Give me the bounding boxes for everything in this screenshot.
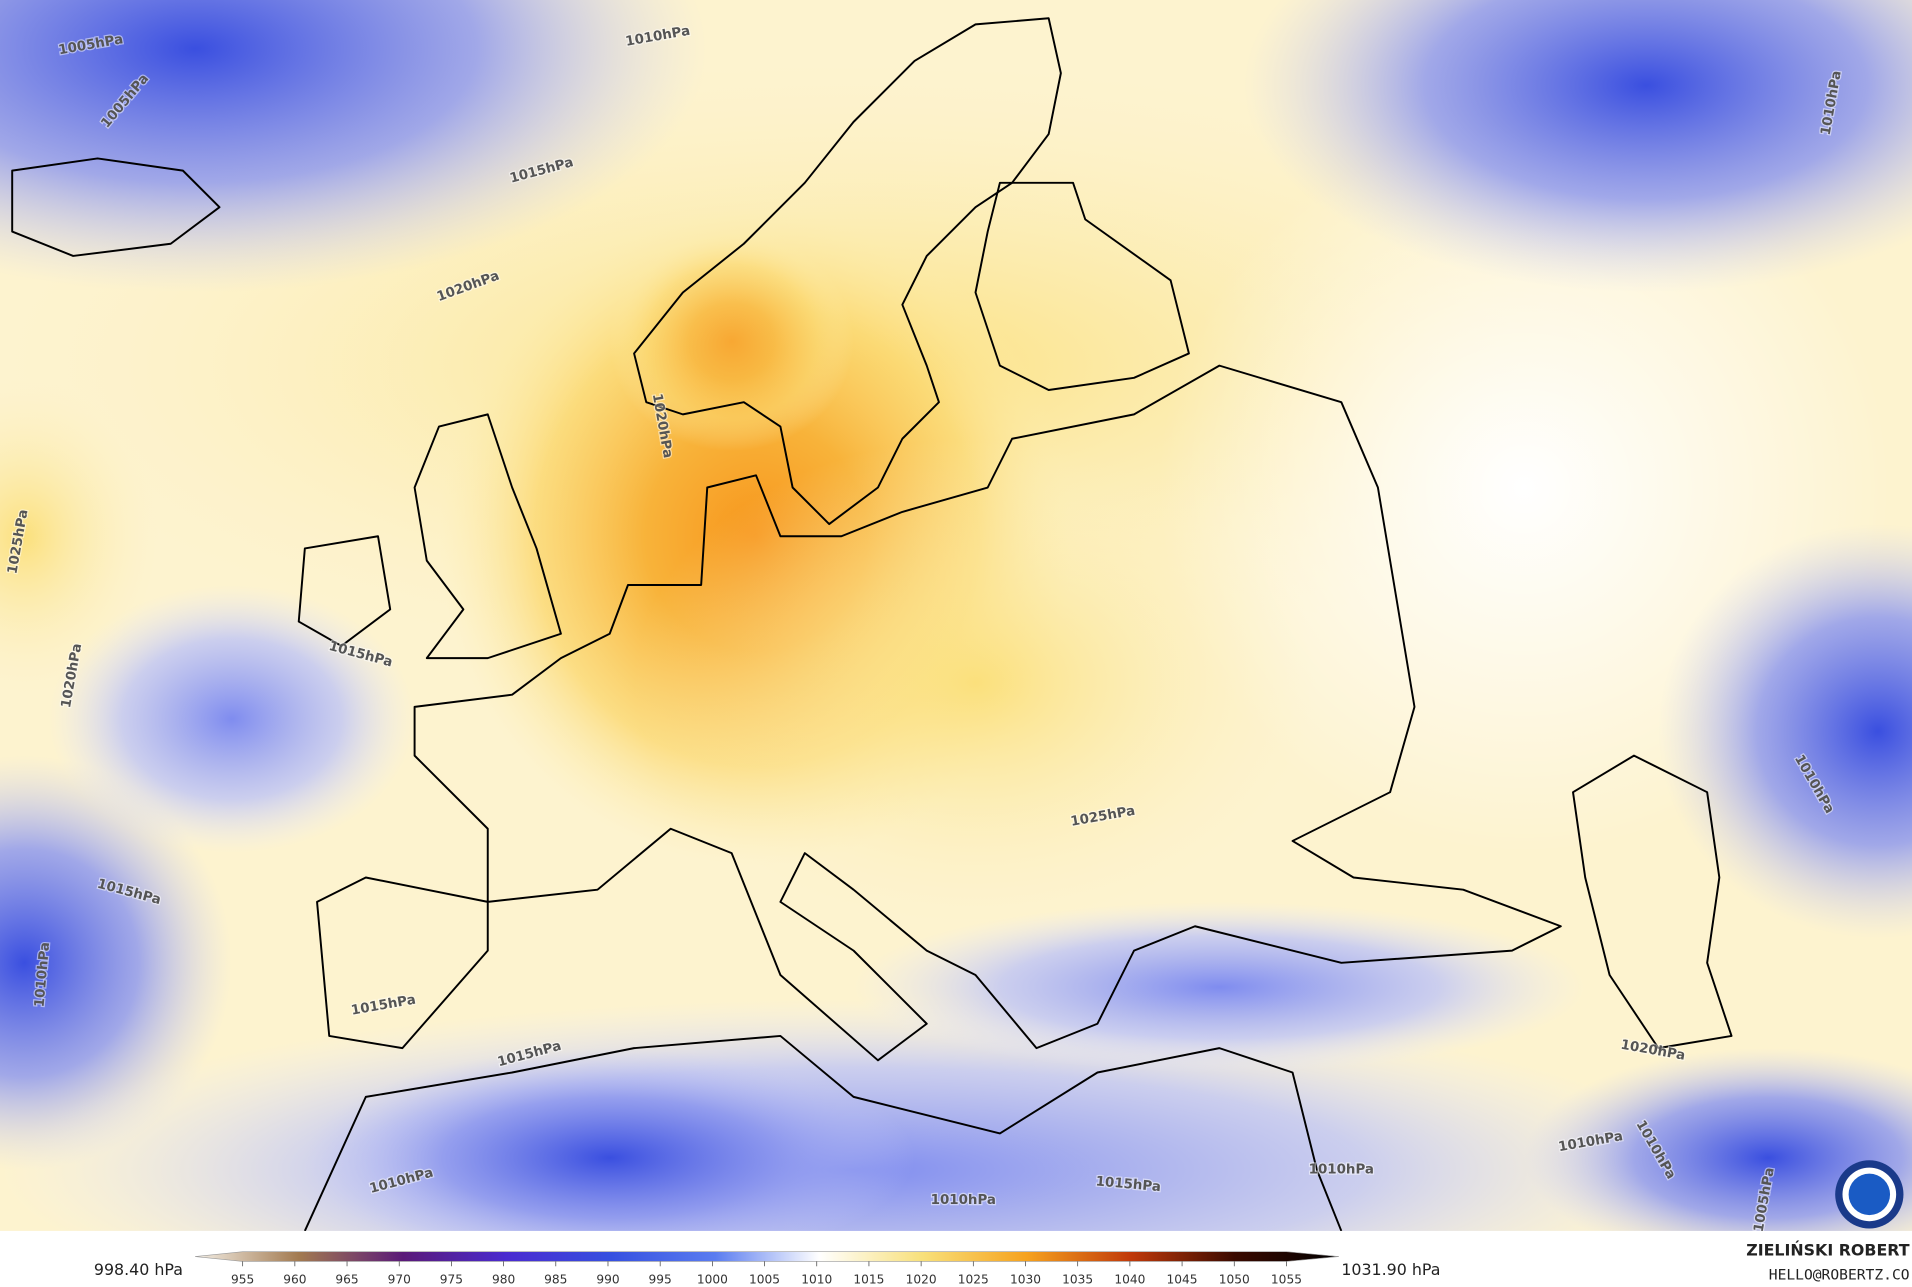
caspian: [1572, 754, 1733, 1050]
colorbar-tick-label: 980: [492, 1272, 515, 1286]
colorbar-tick-label: 1050: [1219, 1272, 1250, 1286]
colorbar-tick-label: 1055: [1271, 1272, 1302, 1286]
contact: HELLO@ROBERTZ.CO: [1769, 1267, 1910, 1284]
colorbar: 955 960 965 970 975 980 985 990 995 1000 1005 1010 1…: [195, 1251, 1339, 1286]
finland: [974, 181, 1190, 391]
colorbar-tick-label: 1015: [853, 1272, 884, 1286]
colorbar-tick-label: 1030: [1010, 1272, 1041, 1286]
colorbar-tick-label: 1025: [958, 1272, 989, 1286]
contour-label: 1015hPa: [1095, 1174, 1161, 1195]
colorbar-tick-label: 975: [440, 1272, 463, 1286]
colorbar-tick-label: 1020: [906, 1272, 937, 1286]
scandinavia: [633, 17, 1062, 526]
contour-label: 1010hPa: [33, 942, 54, 1008]
colorbar-ramp: [195, 1251, 1339, 1262]
iceland: [11, 157, 221, 257]
colorbar-tick-label: 965: [335, 1272, 358, 1286]
colorbar-tick-label: 1000: [697, 1272, 728, 1286]
ireland: [297, 535, 392, 647]
colorbar-tick-label: 990: [596, 1272, 619, 1286]
colorbar-tick-label: 1035: [1062, 1272, 1093, 1286]
continent: [316, 364, 1562, 1062]
colorbar-tick-label: 1040: [1114, 1272, 1145, 1286]
colorbar-tick-label: 1010: [801, 1272, 832, 1286]
colorbar-tick-label: 995: [649, 1272, 672, 1286]
colorbar-tick-label: 1005: [749, 1272, 780, 1286]
africa-coast: [303, 1034, 1343, 1232]
author: ZIELIŃSKI ROBERT: [1746, 1240, 1910, 1259]
coastlines: [11, 17, 1733, 1232]
contour-label: 1010hPa: [931, 1193, 996, 1208]
colorbar-tick-label: 955: [231, 1272, 254, 1286]
colorbar-tick-label: 960: [283, 1272, 306, 1286]
britain: [413, 413, 562, 660]
contour-label: 1010hPa: [1309, 1163, 1374, 1178]
colorbar-tick-label: 970: [388, 1272, 411, 1286]
noaa-logo-core: [1848, 1173, 1891, 1216]
legend-bar: 998.40 hPa 1031.90 hPa ZIELIŃSKI ROBERT …: [0, 1230, 1912, 1287]
colorbar-tick-label: 1045: [1167, 1272, 1198, 1286]
min-pressure: 998.40 hPa: [94, 1260, 183, 1279]
max-pressure: 1031.90 hPa: [1341, 1260, 1440, 1279]
colorbar-tick-label: 985: [544, 1272, 567, 1286]
